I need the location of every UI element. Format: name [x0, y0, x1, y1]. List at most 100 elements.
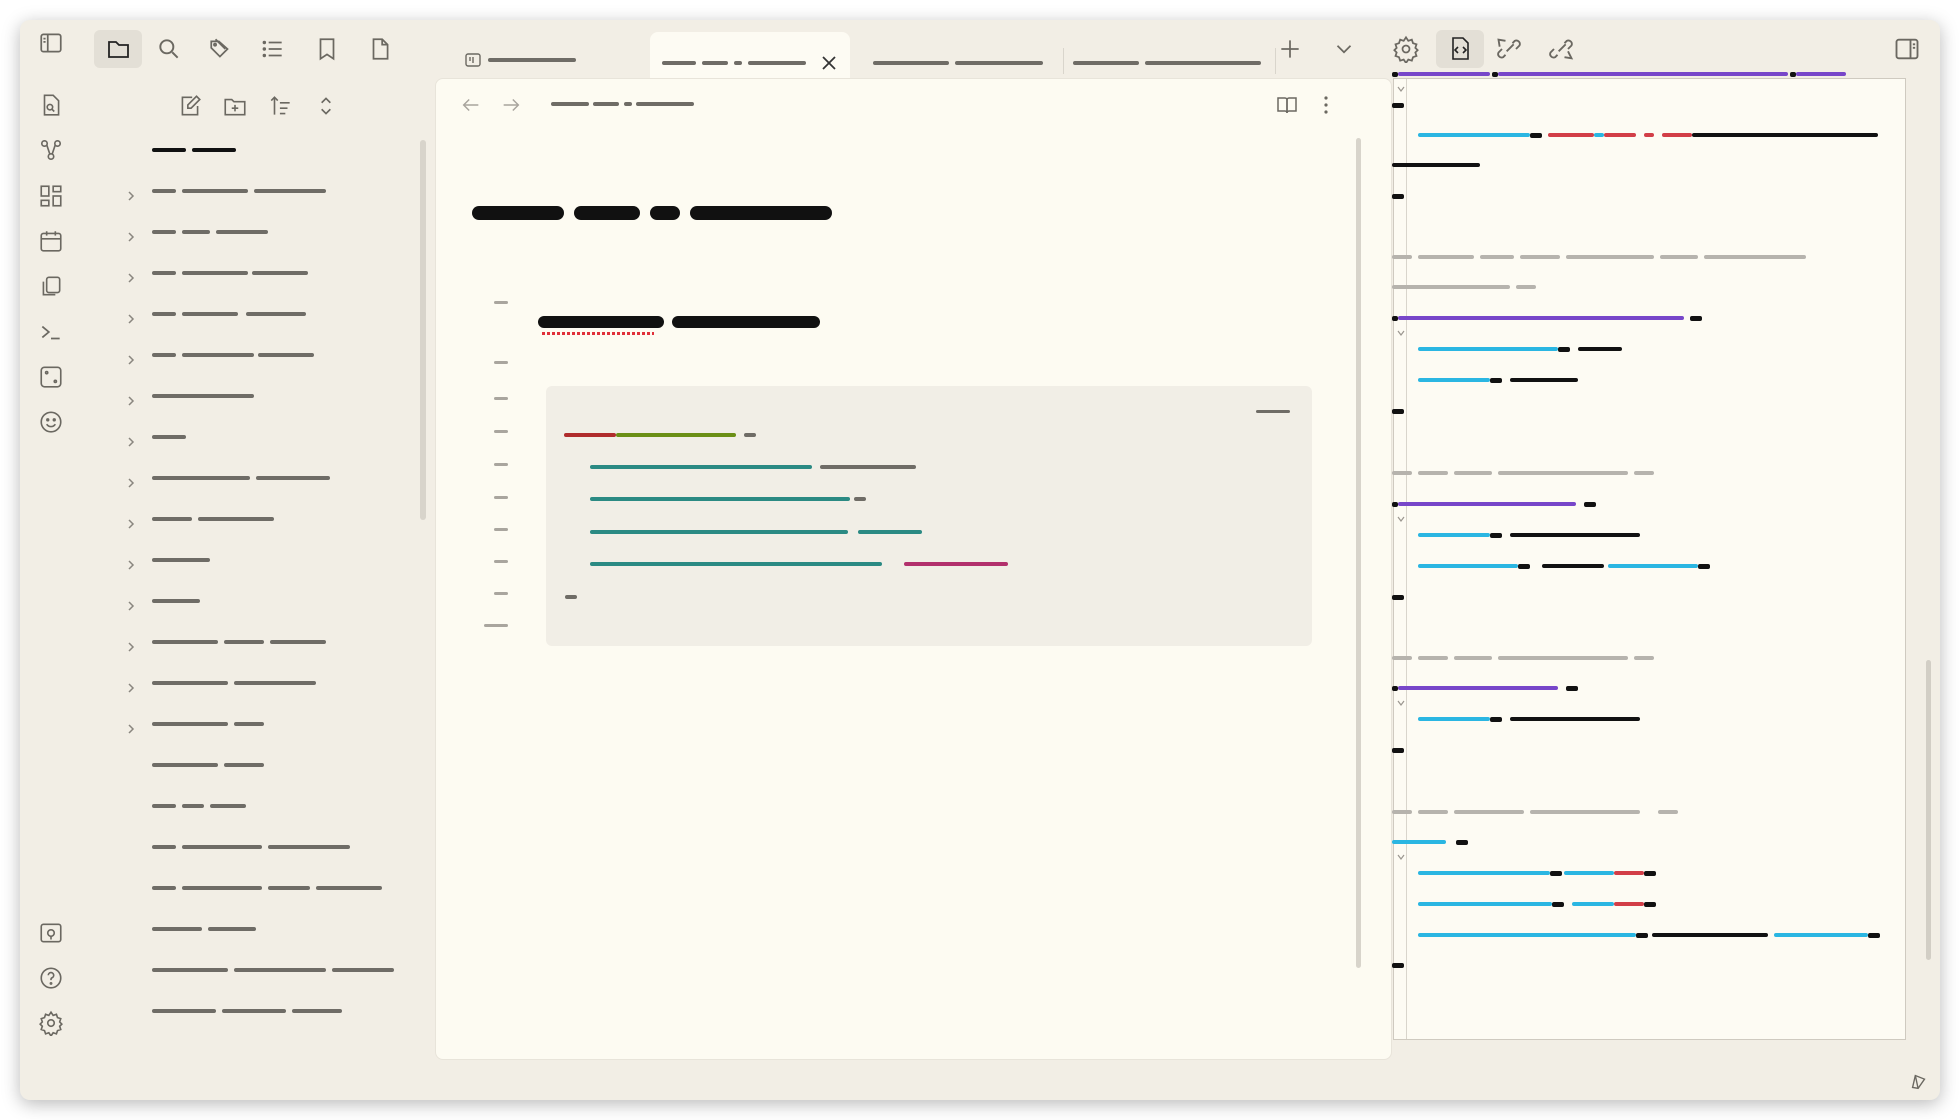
fold-chevron-icon[interactable] — [1397, 694, 1405, 706]
chevron-right-icon[interactable] — [126, 558, 136, 570]
code-block[interactable] — [546, 386, 1312, 646]
fold-chevron-icon[interactable] — [1397, 80, 1405, 92]
chevron-right-icon[interactable] — [126, 189, 136, 201]
chevron-right-icon[interactable] — [126, 517, 136, 529]
file-item[interactable]: Note 22 — [116, 1001, 416, 1029]
file-item-label: Note 20 — [116, 919, 117, 920]
folder-icon[interactable] — [94, 30, 142, 68]
back-arrow-icon[interactable] — [460, 94, 482, 116]
chevron-right-icon[interactable] — [126, 230, 136, 242]
chevron-right-icon[interactable] — [126, 722, 136, 734]
folder-item[interactable]: Folder 12 — [116, 591, 416, 619]
file-item-label: Folder 07 — [116, 386, 117, 387]
right-scrollbar[interactable] — [1926, 660, 1931, 960]
file-item-label: Folder 11 — [116, 550, 117, 551]
sort-icon[interactable] — [268, 93, 294, 119]
gear-icon[interactable] — [1392, 35, 1420, 63]
chevron-right-icon[interactable] — [126, 312, 136, 324]
close-tab-icon[interactable] — [820, 54, 838, 72]
line-number: 2 — [494, 361, 508, 364]
file-item[interactable]: Note 21 — [116, 960, 416, 988]
folder-item[interactable]: Folder 10 — [116, 509, 416, 537]
code-language-badge — [1256, 410, 1290, 413]
chevron-down-icon[interactable] — [1331, 36, 1357, 62]
smiley-icon[interactable] — [38, 409, 64, 435]
new-note-icon[interactable] — [177, 93, 203, 119]
folder-item[interactable]: Folder 02 — [116, 181, 416, 209]
file-item-label: Folder 15 — [116, 714, 117, 715]
chevron-right-icon[interactable] — [126, 476, 136, 488]
source-view-pane: Raw markdown source — [1393, 78, 1906, 1040]
reading-view-icon[interactable] — [1275, 93, 1299, 117]
tab-label: Second tab name — [865, 32, 866, 33]
new-tab-icon[interactable] — [1277, 36, 1303, 62]
tab-third[interactable]: Third tab name — [1065, 32, 1275, 82]
fold-chevron-icon[interactable] — [1397, 510, 1405, 522]
chevron-right-icon[interactable] — [126, 353, 136, 365]
fold-chevron-icon[interactable] — [1397, 324, 1405, 336]
unlink-icon[interactable] — [1547, 35, 1575, 63]
file-item[interactable]: Note 18 — [116, 837, 416, 865]
file-item[interactable]: Note 19 — [116, 878, 416, 906]
chevron-right-icon[interactable] — [126, 681, 136, 693]
new-folder-icon[interactable] — [222, 93, 248, 119]
graph-icon[interactable] — [38, 137, 64, 163]
tab-kanban[interactable]: Kanban board — [455, 32, 625, 82]
dice-icon[interactable] — [38, 364, 64, 390]
status-sync-icon[interactable] — [1908, 1070, 1930, 1092]
copy-icon[interactable] — [38, 273, 64, 299]
chevron-right-icon[interactable] — [126, 599, 136, 611]
folder-item[interactable]: Folder 15 — [116, 714, 416, 742]
folder-item[interactable]: Folder 09 — [116, 468, 416, 496]
folder-item[interactable]: Folder 06 — [116, 345, 416, 373]
folder-item[interactable]: Folder 08 — [116, 427, 416, 455]
file-item-label: Folder 06 — [116, 345, 117, 346]
calendar-icon[interactable] — [38, 228, 64, 254]
file-item[interactable]: Note 16 — [116, 755, 416, 783]
file-item[interactable]: Note 20 — [116, 919, 416, 947]
forward-arrow-icon[interactable] — [500, 94, 522, 116]
file-item-label: Folder 09 — [116, 468, 117, 469]
chevron-right-icon[interactable] — [126, 640, 136, 652]
folder-item[interactable]: Folder 05 — [116, 304, 416, 332]
gear-icon[interactable] — [38, 1010, 64, 1036]
tab-active[interactable]: Active note tab — [650, 32, 850, 82]
tab-second[interactable]: Second tab name — [865, 32, 1055, 82]
folder-item[interactable]: Folder 11 — [116, 550, 416, 578]
file-search-icon[interactable] — [38, 92, 64, 118]
folder-item[interactable]: Folder 04 — [116, 263, 416, 291]
file-icon[interactable] — [367, 36, 393, 62]
dashboard-icon[interactable] — [38, 183, 64, 209]
help-icon[interactable] — [38, 965, 64, 991]
chevron-right-icon[interactable] — [126, 271, 136, 283]
editor-scrollbar[interactable] — [1356, 138, 1361, 968]
sidebar-toggle-icon[interactable] — [38, 30, 64, 56]
chevron-right-icon[interactable] — [126, 394, 136, 406]
file-item[interactable]: Folder 01 — [116, 140, 416, 168]
tags-icon[interactable] — [208, 36, 234, 62]
file-item-label: Folder 01 — [116, 140, 117, 141]
file-item-label: Folder 02 — [116, 181, 117, 182]
folder-item[interactable]: Folder 07 — [116, 386, 416, 414]
terminal-icon[interactable] — [38, 319, 64, 345]
code-icon[interactable] — [1436, 30, 1484, 68]
line-number: 7 — [494, 528, 508, 531]
list-icon[interactable] — [260, 36, 286, 62]
right-sidebar-toggle-icon[interactable] — [1893, 35, 1921, 63]
chevron-right-icon[interactable] — [126, 435, 136, 447]
folder-item[interactable]: Folder 13 — [116, 632, 416, 660]
code-language-label: code — [20, 20, 21, 21]
more-options-icon[interactable] — [1314, 93, 1338, 117]
file-item-label: Note 22 — [116, 1001, 117, 1002]
file-item[interactable]: Note 17 — [116, 796, 416, 824]
fold-chevron-icon[interactable] — [1397, 848, 1405, 860]
search-icon[interactable] — [156, 36, 182, 62]
vault-icon[interactable] — [38, 920, 64, 946]
link-icon[interactable] — [1495, 35, 1523, 63]
file-item-label: Folder 12 — [116, 591, 117, 592]
folder-item[interactable]: Folder 03 — [116, 222, 416, 250]
explorer-scrollbar[interactable] — [420, 140, 426, 520]
folder-item[interactable]: Folder 14 — [116, 673, 416, 701]
collapse-icon[interactable] — [313, 93, 339, 119]
bookmark-icon[interactable] — [314, 36, 340, 62]
